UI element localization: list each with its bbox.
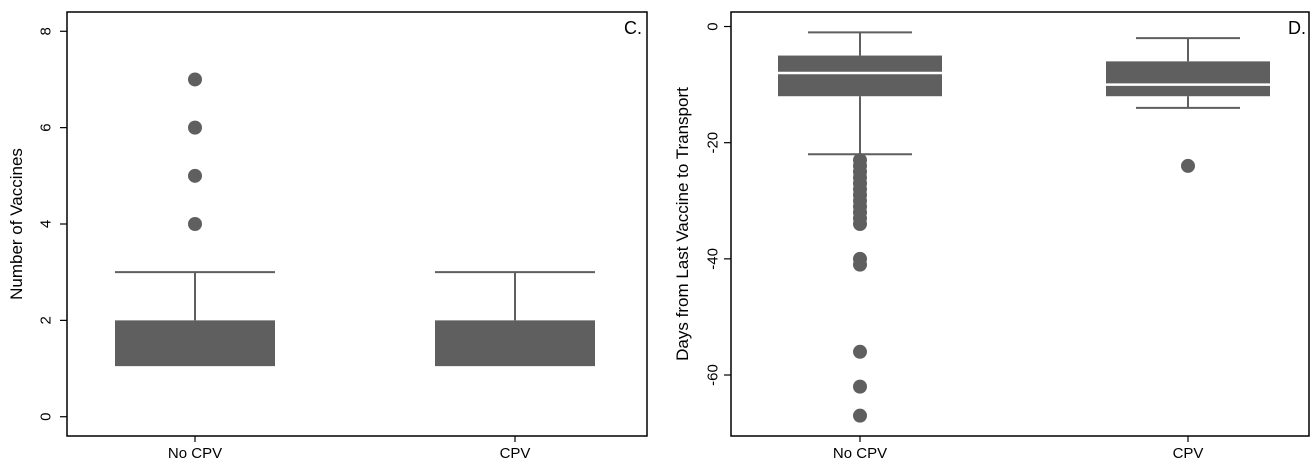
y-axis-title: Days from Last Vaccine to Transport — [673, 87, 692, 361]
outlier-point — [853, 408, 867, 423]
y-axis: 0 2 4 6 8 — [38, 27, 67, 421]
x-axis: No CPV CPV — [833, 436, 1204, 462]
chart-panel-c: Number of Vaccines C. 0 2 4 6 8 No CPV CPV — [7, 11, 648, 462]
y-tick-label: 2 — [38, 316, 55, 324]
y-tick-label: 0 — [705, 22, 722, 30]
y-tick-label: 6 — [38, 123, 55, 131]
outlier-point — [188, 120, 202, 135]
panel-label: D. — [1288, 18, 1306, 38]
y-tick-label: 8 — [38, 27, 55, 35]
y-tick-label: -40 — [705, 248, 722, 270]
y-tick-label: -60 — [705, 364, 722, 386]
y-tick-label: -20 — [705, 132, 722, 154]
outlier-point — [853, 257, 867, 272]
plot-frame — [66, 11, 648, 437]
outlier-point — [853, 217, 867, 231]
plot-frame — [730, 11, 1310, 437]
x-tick-label: No CPV — [168, 445, 222, 462]
box — [778, 55, 942, 97]
outlier-point — [188, 72, 202, 87]
boxplots — [115, 72, 595, 367]
box — [1106, 61, 1270, 97]
outlier-point — [853, 344, 867, 359]
y-tick-label: 4 — [38, 220, 55, 228]
outlier-point — [188, 217, 202, 231]
x-tick-label: CPV — [500, 445, 531, 462]
outlier-point — [853, 379, 867, 394]
y-axis: 0 -20 -40 -60 — [705, 22, 731, 386]
boxplots — [778, 31, 1270, 423]
x-axis: No CPV CPV — [168, 436, 531, 462]
x-tick-label: No CPV — [833, 445, 887, 462]
y-tick-label: 0 — [38, 413, 55, 421]
box — [435, 320, 595, 367]
y-axis-title: Number of Vaccines — [7, 148, 26, 300]
panel-label: C. — [624, 18, 642, 38]
outlier-point — [1181, 158, 1195, 173]
outlier-point — [188, 168, 202, 183]
chart-panel-d: Days from Last Vaccine to Transport D. 0… — [673, 11, 1310, 462]
x-tick-label: CPV — [1173, 445, 1204, 462]
box — [115, 320, 275, 367]
